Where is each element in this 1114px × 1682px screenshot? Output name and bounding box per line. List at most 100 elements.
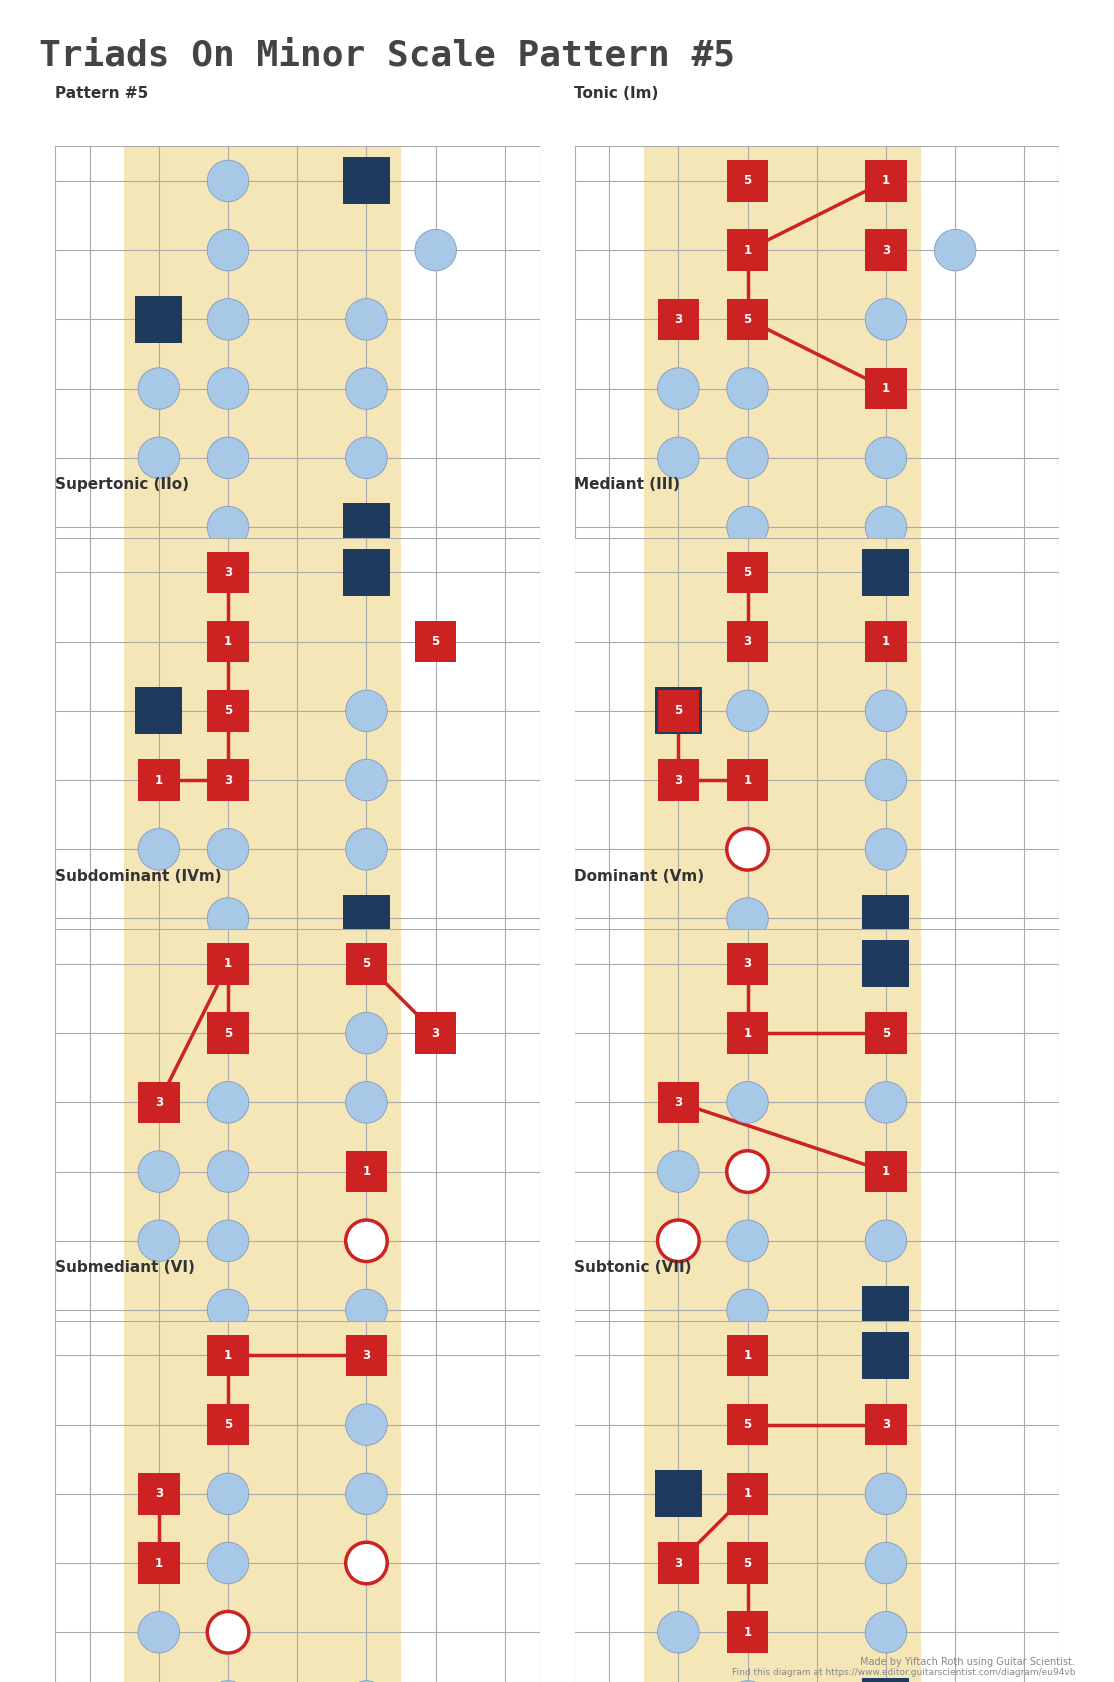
Text: 1: 1 bbox=[882, 1166, 890, 1177]
Text: Dominant (Vm): Dominant (Vm) bbox=[575, 870, 705, 883]
Text: 3: 3 bbox=[743, 957, 752, 971]
Text: Subtonic (VII): Subtonic (VII) bbox=[575, 1260, 692, 1275]
Bar bbox=[263, 1320, 332, 1682]
Text: Mediant (III): Mediant (III) bbox=[575, 478, 681, 493]
Bar bbox=[55, 538, 125, 954]
Circle shape bbox=[866, 437, 907, 479]
Bar bbox=[989, 538, 1059, 954]
Circle shape bbox=[866, 829, 907, 870]
Bar bbox=[55, 1320, 125, 1682]
Bar bbox=[345, 1334, 388, 1376]
Circle shape bbox=[726, 437, 769, 479]
Circle shape bbox=[345, 690, 388, 732]
Circle shape bbox=[345, 1404, 388, 1445]
Circle shape bbox=[345, 1219, 388, 1262]
Circle shape bbox=[138, 1150, 179, 1193]
Text: 5: 5 bbox=[743, 565, 752, 579]
Bar bbox=[343, 503, 390, 550]
Bar bbox=[726, 1542, 769, 1584]
Bar bbox=[414, 1013, 457, 1055]
Text: 1: 1 bbox=[743, 1626, 752, 1638]
Text: 3: 3 bbox=[674, 774, 683, 787]
Text: 3: 3 bbox=[674, 313, 683, 326]
Circle shape bbox=[726, 1288, 769, 1330]
Circle shape bbox=[138, 1219, 179, 1262]
Text: 5: 5 bbox=[224, 1026, 232, 1039]
Circle shape bbox=[345, 759, 388, 801]
Bar bbox=[920, 1320, 989, 1682]
Text: 3: 3 bbox=[362, 1349, 371, 1362]
Bar bbox=[726, 1611, 769, 1653]
Bar bbox=[401, 1320, 470, 1682]
Bar bbox=[726, 1404, 769, 1445]
Circle shape bbox=[207, 437, 248, 479]
Bar bbox=[657, 299, 700, 340]
Bar bbox=[207, 621, 248, 663]
Text: 1: 1 bbox=[882, 382, 890, 395]
Circle shape bbox=[657, 1150, 700, 1193]
Bar bbox=[726, 1013, 769, 1055]
Text: 1: 1 bbox=[224, 1349, 232, 1362]
Bar bbox=[862, 895, 909, 942]
Bar bbox=[782, 1320, 851, 1682]
Bar bbox=[138, 1082, 179, 1124]
Bar bbox=[575, 146, 644, 562]
Bar bbox=[332, 538, 401, 954]
Circle shape bbox=[345, 299, 388, 340]
Text: 3: 3 bbox=[882, 244, 890, 257]
Circle shape bbox=[866, 1473, 907, 1514]
Bar bbox=[713, 928, 782, 1344]
Text: 5: 5 bbox=[743, 175, 752, 187]
Bar bbox=[401, 538, 470, 954]
Text: 1: 1 bbox=[743, 1349, 752, 1362]
Bar bbox=[726, 552, 769, 594]
Text: 5: 5 bbox=[362, 957, 371, 971]
Circle shape bbox=[207, 506, 248, 548]
Bar bbox=[194, 146, 263, 562]
Circle shape bbox=[726, 506, 769, 548]
Bar bbox=[866, 621, 907, 663]
Bar bbox=[194, 928, 263, 1344]
Bar bbox=[470, 538, 539, 954]
Bar bbox=[657, 690, 700, 732]
Bar bbox=[713, 538, 782, 954]
Circle shape bbox=[345, 1082, 388, 1124]
Bar bbox=[655, 688, 702, 735]
Circle shape bbox=[207, 229, 248, 271]
Bar bbox=[207, 1013, 248, 1055]
Circle shape bbox=[866, 690, 907, 732]
Text: Tonic (Im): Tonic (Im) bbox=[575, 86, 658, 101]
Bar bbox=[194, 538, 263, 954]
Text: 1: 1 bbox=[155, 774, 163, 787]
Bar bbox=[657, 759, 700, 801]
Circle shape bbox=[866, 1542, 907, 1584]
Bar bbox=[862, 1332, 909, 1379]
Bar bbox=[866, 1013, 907, 1055]
Text: 1: 1 bbox=[224, 957, 232, 971]
Bar bbox=[989, 146, 1059, 562]
Circle shape bbox=[345, 1473, 388, 1514]
Bar bbox=[343, 895, 390, 942]
Bar bbox=[263, 928, 332, 1344]
Circle shape bbox=[207, 160, 248, 202]
Text: 5: 5 bbox=[224, 705, 232, 717]
Bar bbox=[125, 1320, 194, 1682]
Text: 1: 1 bbox=[362, 1166, 371, 1177]
Bar bbox=[125, 146, 194, 562]
Bar bbox=[332, 146, 401, 562]
Circle shape bbox=[657, 437, 700, 479]
Bar bbox=[207, 690, 248, 732]
Bar bbox=[851, 538, 920, 954]
Text: 3: 3 bbox=[155, 1487, 163, 1500]
Text: Pattern #5: Pattern #5 bbox=[55, 86, 148, 101]
Circle shape bbox=[207, 1611, 248, 1653]
Circle shape bbox=[345, 1013, 388, 1055]
Bar bbox=[655, 1470, 702, 1517]
Bar bbox=[862, 940, 909, 987]
Circle shape bbox=[726, 368, 769, 409]
Circle shape bbox=[726, 1082, 769, 1124]
Text: 1: 1 bbox=[155, 1556, 163, 1569]
Bar bbox=[726, 944, 769, 984]
Circle shape bbox=[345, 368, 388, 409]
Bar bbox=[125, 538, 194, 954]
